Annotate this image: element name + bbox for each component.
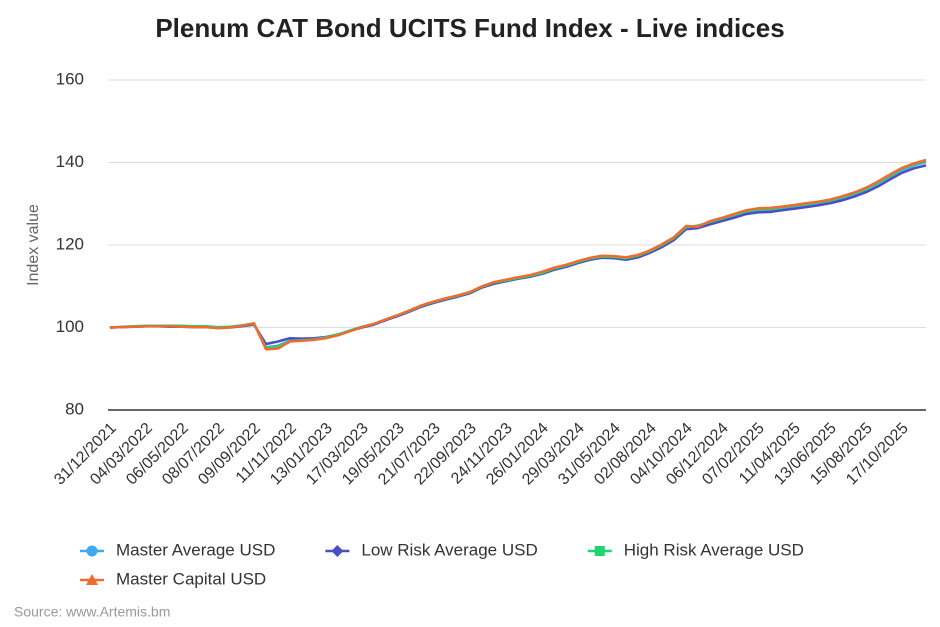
y-axis-label: Index value [25,204,42,286]
legend-marker [86,574,98,585]
chart-title: Plenum CAT Bond UCITS Fund Index - Live … [155,13,784,43]
y-tick-label: 140 [56,152,84,171]
y-tick-label: 100 [56,317,84,336]
y-tick-label: 160 [56,69,84,88]
legend-label: Low Risk Average USD [361,540,537,559]
line-series [109,158,927,351]
source: Source: www.Artemis.bm [14,604,170,620]
line-series [109,159,927,350]
y-tick-label: 80 [65,399,84,418]
legend-marker [331,545,344,557]
legend-marker [594,546,605,556]
line-series [109,164,927,346]
legend-label: High Risk Average USD [624,540,804,559]
y-tick-label: 120 [56,234,84,253]
legend-marker [86,545,98,557]
legend-label: Master Capital USD [116,569,266,588]
legend-label: Master Average USD [116,540,275,559]
line-series [109,160,927,349]
